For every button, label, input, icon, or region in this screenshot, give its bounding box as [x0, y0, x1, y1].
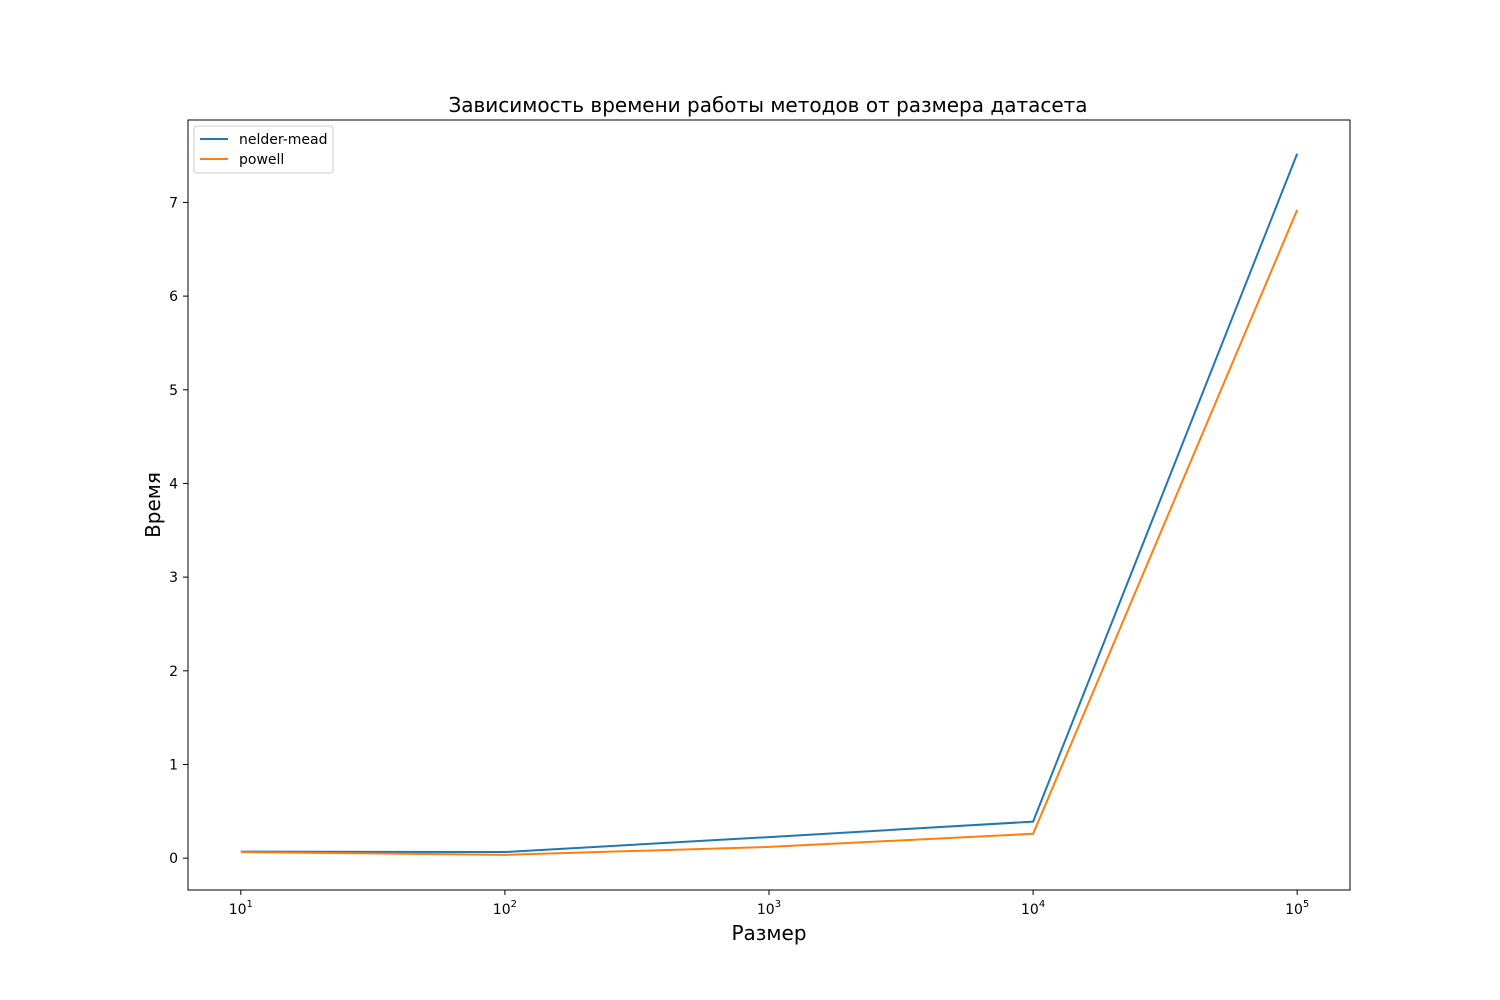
- x-tick-exponent: 5: [1303, 899, 1309, 910]
- x-tick-exponent: 2: [511, 899, 517, 910]
- y-tick-label: 2: [169, 664, 178, 680]
- x-tick-base: 10: [757, 902, 775, 918]
- x-axis-label: Размер: [731, 921, 806, 945]
- legend-label-nelder-mead: nelder-mead: [239, 132, 328, 148]
- x-tick-exponent: 1: [247, 899, 253, 910]
- y-tick-label: 1: [169, 757, 178, 773]
- y-tick-label: 5: [169, 383, 178, 399]
- x-tick-label: 105: [1285, 899, 1309, 918]
- legend-box: [193, 125, 334, 174]
- y-tick-label: 3: [169, 570, 178, 586]
- chart-title: Зависимость времени работы методов от ра…: [448, 93, 1087, 117]
- series-line-nelder-mead: [240, 153, 1299, 854]
- series-line-powell: [240, 209, 1299, 856]
- x-tick-base: 10: [493, 902, 511, 918]
- y-tick-label: 4: [169, 476, 178, 492]
- x-tick-base: 10: [229, 902, 247, 918]
- y-axis-ticks: 0 1 2 3 4 5 6 7: [169, 195, 188, 867]
- plot-area: [187, 119, 1351, 891]
- y-tick-label: 7: [169, 195, 178, 211]
- x-tick-label: 102: [493, 899, 517, 918]
- y-tick-label: 0: [169, 851, 178, 867]
- x-tick-base: 10: [1285, 902, 1303, 918]
- x-axis-ticks: 101 102 103 104 105: [229, 890, 1309, 918]
- y-tick-label: 6: [169, 289, 178, 305]
- x-tick-label: 103: [757, 899, 781, 918]
- x-tick-base: 10: [1021, 902, 1039, 918]
- y-axis-label: Время: [141, 472, 165, 538]
- x-tick-exponent: 3: [775, 899, 781, 910]
- x-tick-label: 104: [1021, 899, 1045, 918]
- series-lines: [240, 153, 1299, 856]
- legend: nelder-mead powell: [193, 125, 334, 174]
- x-tick-label: 101: [229, 899, 253, 918]
- x-tick-exponent: 4: [1039, 899, 1045, 910]
- legend-label-powell: powell: [239, 152, 284, 168]
